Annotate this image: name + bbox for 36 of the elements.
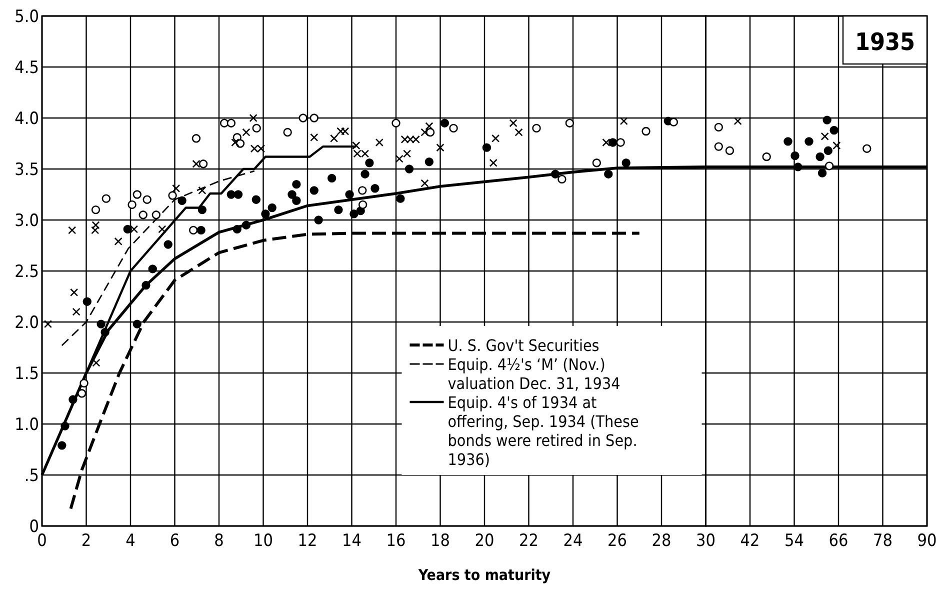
x-tick-label: 8: [214, 531, 224, 551]
x-tick-label: 20: [474, 531, 494, 551]
legend-label: U. S. Gov't Securities: [448, 336, 600, 355]
x-tick-label: 30: [696, 531, 716, 551]
x-tick-label: 10: [254, 531, 273, 551]
x-tick-label: 42: [740, 531, 760, 551]
y-tick-label: 4.0: [14, 109, 39, 129]
x-tick-label: 4: [126, 531, 136, 551]
x-tick-label: 16: [386, 531, 406, 551]
x-tick-label: 28: [652, 531, 672, 551]
x-tick-label: 14: [342, 531, 362, 551]
x-tick-label: 78: [873, 531, 892, 551]
x-tick-label: 90: [917, 531, 937, 551]
y-tick-label: 5.0: [14, 7, 39, 27]
x-tick-label: 22: [519, 531, 538, 551]
x-tick-label: 6: [170, 531, 180, 551]
y-tick-label: 3.0: [14, 211, 39, 231]
x-tick-label: 12: [298, 531, 318, 551]
x-axis-title: Years to maturity: [417, 566, 551, 584]
legend-label: Equip. 4's of 1934 at offering, Sep. 1934 (These bonds were retired in Sep. 1936): [448, 393, 640, 469]
annotation: 1935: [854, 28, 916, 56]
x-tick-label: 2: [81, 531, 92, 551]
x-tick-label: 18: [430, 531, 450, 551]
y-tick-label: 4.5: [14, 58, 39, 78]
y-tick-label: 0: [29, 517, 39, 537]
y-tick-label: 3.5: [14, 160, 39, 180]
x-tick-label: 54: [784, 531, 804, 551]
y-tick-label: .5: [24, 466, 39, 486]
x-tick-label: 66: [828, 531, 848, 551]
x-tick-label: 26: [608, 531, 627, 551]
y-tick-label: 1.5: [14, 364, 39, 384]
y-tick-label: 1.0: [14, 415, 39, 435]
legend-label: Equip. 4½'s ‘M’ (Nov.) valuation Dec. 31, 1934: [448, 355, 620, 393]
y-tick-label: 2.5: [14, 262, 39, 282]
x-tick-label: 24: [563, 531, 583, 551]
y-tick-label: 2.0: [14, 313, 39, 333]
